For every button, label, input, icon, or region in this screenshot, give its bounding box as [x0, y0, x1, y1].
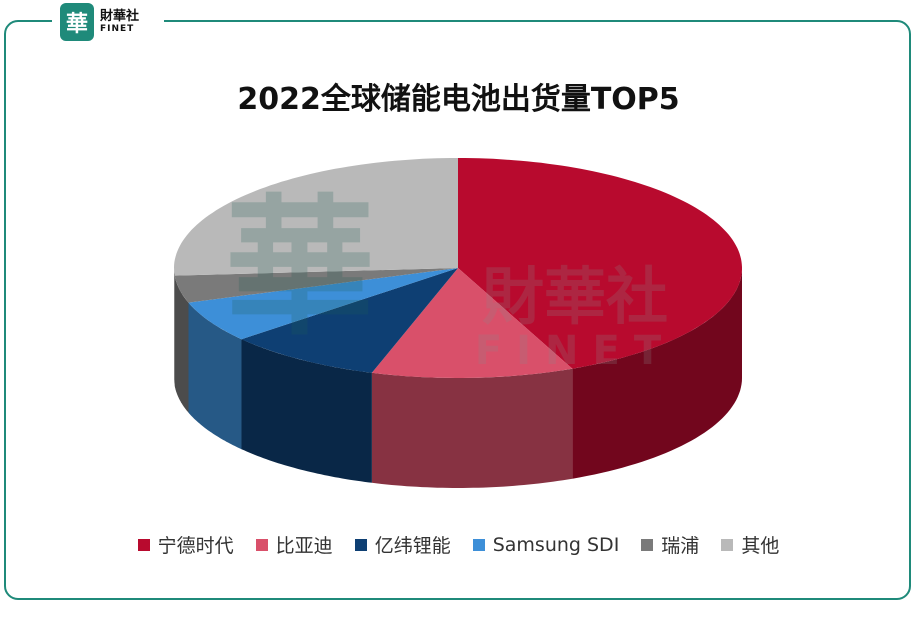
pie-side-0 [572, 268, 742, 479]
pie-tops [174, 158, 742, 378]
legend-swatch [641, 538, 654, 551]
legend-label: 宁德时代 [157, 535, 234, 557]
pie-slice-5 [174, 158, 458, 276]
legend-item: 比亚迪 [255, 531, 333, 558]
pie-side-3 [188, 302, 242, 450]
legend-item: 瑞浦 [641, 531, 699, 558]
pie-slice-2 [241, 268, 458, 373]
legend-item: Samsung SDI [472, 533, 620, 556]
brand-logo: 華 財華社 FINET [52, 0, 164, 44]
chart-frame [4, 20, 911, 600]
legend-item: 亿纬锂能 [354, 531, 451, 558]
legend-label: 亿纬锂能 [374, 535, 451, 557]
brand-name-cn: 財華社 [100, 9, 140, 24]
brand-name: 財華社 FINET [100, 10, 139, 34]
legend-swatch [354, 538, 367, 551]
chart-title: 2022全球储能电池出货量TOP5 [237, 82, 680, 117]
legend-item: 其他 [721, 531, 779, 558]
chart-legend: 宁德时代 比亚迪 亿纬锂能 Samsung SDI 瑞浦 其他 [0, 531, 917, 558]
pie-sides [174, 268, 742, 488]
pie-side-1 [371, 368, 573, 488]
watermark-en: FINET [475, 328, 675, 374]
legend-swatch [472, 538, 485, 551]
legend-swatch [137, 538, 150, 551]
legend-label: Samsung SDI [492, 533, 620, 556]
legend-swatch [721, 538, 734, 551]
legend-label: 瑞浦 [661, 535, 700, 557]
pie-side-4 [174, 275, 189, 413]
pie-slice-3 [188, 268, 458, 340]
legend-label: 比亚迪 [275, 535, 333, 557]
watermark: 華 財華社 FINET [225, 180, 675, 374]
watermark-cn: 財華社 [482, 260, 668, 333]
brand-name-en: FINET [100, 24, 135, 34]
pie-side-5 [174, 268, 175, 386]
pie-slice-4 [174, 268, 458, 303]
pie-side-2 [241, 339, 372, 483]
legend-item: 宁德时代 [137, 531, 234, 558]
pie-slice-0 [458, 158, 742, 369]
legend-label: 其他 [741, 535, 780, 557]
pie-slice-1 [371, 268, 573, 378]
legend-swatch [255, 538, 268, 551]
watermark-glyph: 華 [225, 180, 375, 356]
brand-badge-icon: 華 [60, 3, 94, 41]
